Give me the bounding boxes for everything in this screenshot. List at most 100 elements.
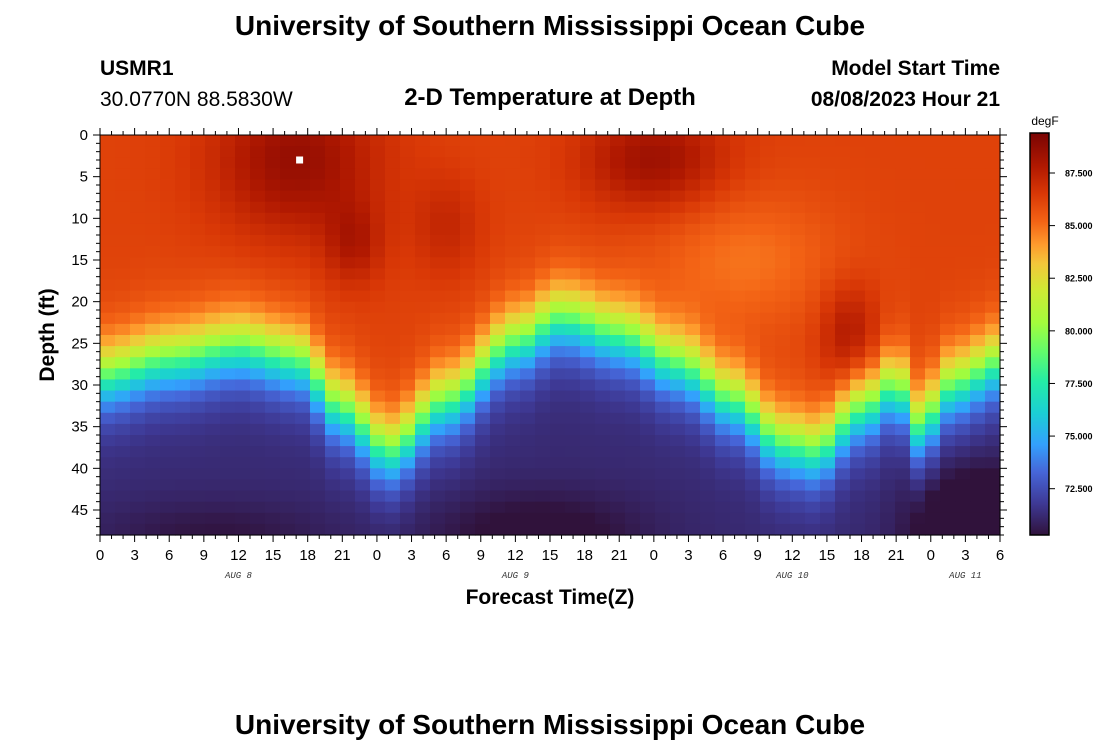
heatmap-cell: [820, 212, 836, 225]
heatmap-cell: [280, 346, 296, 358]
heatmap-cell: [775, 268, 791, 281]
heatmap-cell: [565, 146, 581, 158]
heatmap-cell: [865, 179, 881, 192]
heatmap-cell: [775, 512, 791, 525]
x-tick-label: 3: [684, 547, 692, 564]
heatmap-cell: [175, 179, 191, 192]
heatmap-cell: [595, 523, 611, 536]
heatmap-cell: [715, 301, 731, 314]
heatmap-cell: [190, 357, 206, 369]
heatmap-cell: [685, 501, 701, 514]
heatmap-cell: [130, 168, 146, 181]
heatmap-cell: [250, 479, 266, 492]
heatmap-cell: [610, 390, 626, 403]
heatmap-cell: [970, 146, 986, 158]
heatmap-cell: [205, 268, 221, 281]
heatmap-cell: [610, 479, 626, 492]
heatmap-cell: [985, 346, 1001, 358]
heatmap-cell: [100, 223, 116, 236]
heatmap-cell: [145, 523, 161, 536]
heatmap-cell: [640, 279, 656, 292]
heatmap-cell: [790, 335, 806, 347]
heatmap-cell: [220, 457, 236, 469]
x-tick-label: 12: [784, 547, 801, 564]
heatmap-cell: [925, 223, 941, 236]
heatmap-cell: [310, 146, 326, 158]
heatmap-cell: [940, 379, 956, 392]
heatmap-cell: [130, 179, 146, 192]
heatmap-cell: [190, 135, 206, 147]
heatmap-cell: [355, 401, 371, 414]
heatmap-cell: [880, 490, 896, 503]
heatmap-cell: [490, 323, 506, 336]
heatmap-cell: [715, 435, 731, 447]
heatmap-cell: [220, 257, 236, 269]
heatmap-cell: [655, 212, 671, 225]
heatmap-cell: [250, 390, 266, 403]
heatmap-cell: [250, 335, 266, 347]
heatmap-cell: [970, 246, 986, 258]
heatmap-cell: [685, 168, 701, 181]
heatmap-cell: [235, 312, 251, 325]
heatmap-cell: [835, 501, 851, 514]
y-tick-label: 30: [71, 377, 88, 394]
heatmap-cell: [100, 190, 116, 203]
heatmap-cell: [820, 323, 836, 336]
heatmap-cell: [475, 235, 491, 247]
heatmap-cell: [565, 512, 581, 525]
heatmap-cell: [910, 390, 926, 403]
heatmap-cell: [895, 212, 911, 225]
heatmap-cell: [220, 157, 236, 169]
colorbar-tick-label: 80.000: [1065, 326, 1093, 336]
heatmap-cell: [430, 501, 446, 514]
heatmap-cell: [205, 223, 221, 236]
heatmap-cell: [835, 490, 851, 503]
heatmap-cell: [730, 490, 746, 503]
heatmap-cell: [655, 390, 671, 403]
heatmap-cell: [100, 312, 116, 325]
heatmap-cell: [730, 190, 746, 203]
heatmap-cell: [790, 279, 806, 292]
heatmap-cell: [175, 135, 191, 147]
heatmap-cell: [325, 168, 341, 181]
heatmap-cell: [250, 523, 266, 536]
heatmap-cell: [625, 246, 641, 258]
heatmap-cell: [925, 346, 941, 358]
heatmap-cell: [370, 157, 386, 169]
heatmap-cell: [850, 257, 866, 269]
heatmap-cell: [100, 357, 116, 369]
heatmap-cell: [535, 323, 551, 336]
heatmap-cell: [970, 323, 986, 336]
heatmap-cell: [265, 257, 281, 269]
heatmap-cell: [520, 201, 536, 214]
heatmap-cell: [790, 368, 806, 381]
heatmap-cell: [610, 379, 626, 392]
heatmap-cell: [550, 368, 566, 381]
heatmap-cell: [970, 435, 986, 447]
heatmap-cell: [325, 412, 341, 425]
heatmap-cell: [850, 290, 866, 303]
heatmap-cell: [385, 257, 401, 269]
heatmap-cell: [130, 279, 146, 292]
heatmap-cell: [205, 179, 221, 192]
x-tick-label: 21: [611, 547, 628, 564]
heatmap-cell: [985, 501, 1001, 514]
heatmap-cell: [985, 423, 1001, 436]
heatmap-cell: [220, 379, 236, 392]
heatmap-cell: [760, 257, 776, 269]
heatmap-cell: [280, 157, 296, 169]
heatmap-cell: [655, 457, 671, 469]
heatmap-cell: [400, 501, 416, 514]
heatmap-cell: [670, 246, 686, 258]
heatmap-cell: [190, 323, 206, 336]
heatmap-cell: [205, 323, 221, 336]
heatmap-cell: [460, 490, 476, 503]
heatmap-cell: [190, 479, 206, 492]
heatmap-cell: [340, 268, 356, 281]
heatmap-cell: [580, 446, 596, 458]
heatmap-cell: [955, 223, 971, 236]
heatmap-cell: [700, 501, 716, 514]
x-tick-label: 6: [165, 547, 173, 564]
heatmap-cell: [235, 457, 251, 469]
heatmap-cell: [580, 490, 596, 503]
